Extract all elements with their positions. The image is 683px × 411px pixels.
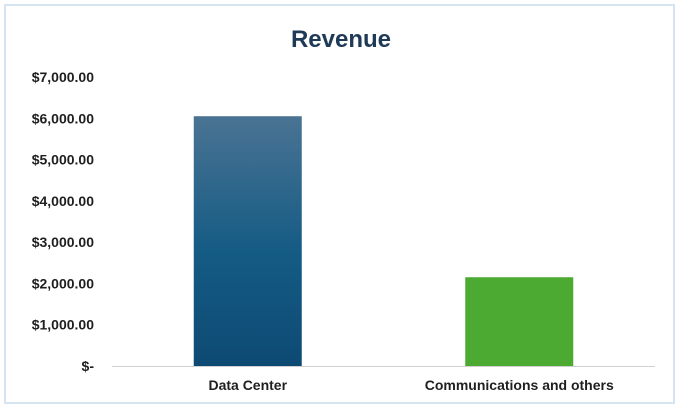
chart-title: Revenue	[291, 26, 391, 53]
y-tick-label: $6,000.00	[32, 110, 94, 126]
bar-data-center	[193, 116, 302, 366]
x-axis: Data Center Communications and others	[208, 377, 614, 393]
bar-communications-and-others	[465, 277, 574, 366]
y-tick-label: $4,000.00	[32, 193, 94, 209]
x-category-label: Communications and others	[425, 377, 614, 393]
y-tick-label: $2,000.00	[32, 275, 94, 291]
bars	[193, 116, 574, 366]
y-tick-label: $-	[82, 358, 95, 374]
y-axis: $- $1,000.00 $2,000.00 $3,000.00 $4,000.00 $5…	[32, 69, 95, 374]
y-tick-label: $3,000.00	[32, 234, 94, 250]
y-tick-label: $1,000.00	[32, 317, 94, 333]
y-tick-label: $5,000.00	[32, 152, 94, 168]
x-category-label: Data Center	[208, 377, 287, 393]
y-tick-label: $7,000.00	[32, 69, 94, 85]
